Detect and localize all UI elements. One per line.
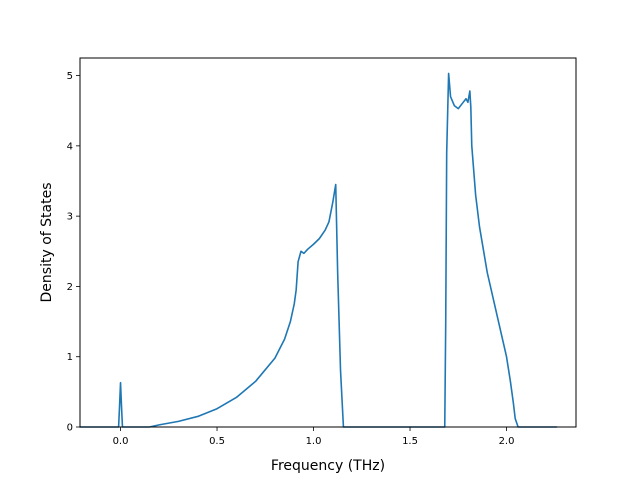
y-tick-label: 1	[67, 352, 73, 363]
y-axis-ticks: 0 1 2 3 4 5	[67, 71, 80, 434]
y-tick-label: 2	[67, 282, 73, 293]
x-axis-ticks: 0.0 0.5 1.0 1.5 2.0	[113, 427, 515, 447]
dos-series-line	[79, 72, 558, 428]
y-tick-label: 3	[67, 212, 73, 223]
x-tick-label: 1.0	[306, 436, 322, 447]
y-axis-label: Density of States	[39, 183, 55, 303]
x-tick-label: 2.0	[499, 436, 515, 447]
axes-frame	[79, 57, 577, 428]
x-tick-label: 0.0	[113, 436, 129, 447]
x-tick-label: 0.5	[209, 436, 225, 447]
y-tick-label: 5	[67, 71, 73, 82]
x-axis-label: Frequency (THz)	[271, 458, 385, 474]
y-tick-label: 4	[67, 141, 73, 152]
y-tick-label: 0	[67, 423, 73, 434]
series-layer	[79, 72, 558, 428]
x-tick-label: 1.5	[402, 436, 418, 447]
plot-area	[79, 57, 577, 428]
